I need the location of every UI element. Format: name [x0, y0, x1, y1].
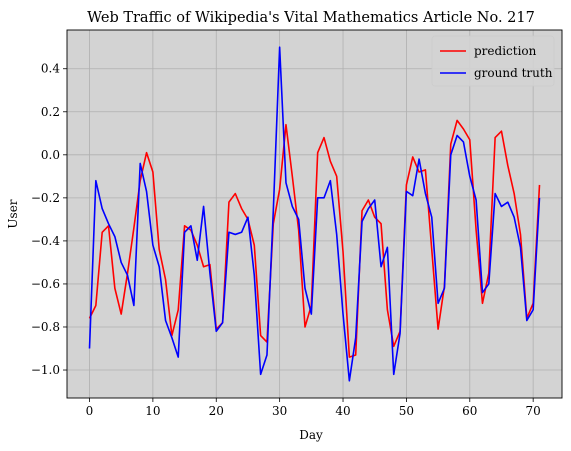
x-tick-label: 70: [526, 404, 541, 418]
y-tick-label: 0.4: [41, 62, 60, 76]
axes-frame: [66, 29, 563, 399]
x-tick-label: 60: [462, 404, 477, 418]
series-line-ground-truth: [88, 46, 541, 382]
legend: prediction ground truth: [431, 35, 555, 87]
x-tick-label: 10: [145, 404, 160, 418]
x-tick-label: 50: [399, 404, 414, 418]
legend-entry: ground truth: [474, 66, 553, 80]
x-axis-ticks: 0 10 20 30 40 50 60 70: [86, 398, 541, 418]
x-tick-label: 30: [272, 404, 287, 418]
x-tick-label: 40: [335, 404, 350, 418]
x-axis-label: Day: [299, 428, 323, 442]
y-tick-label: −0.6: [31, 277, 60, 291]
chart-title: Web Traffic of Wikipedia's Vital Mathema…: [87, 10, 535, 26]
series-line-prediction: [88, 119, 541, 358]
y-tick-label: −0.2: [31, 191, 60, 205]
y-tick-label: −0.4: [31, 234, 61, 248]
axes: [66, 29, 563, 399]
series-lines: [88, 46, 541, 382]
y-axis-label: User: [6, 199, 20, 228]
y-tick-label: −1.0: [31, 363, 60, 377]
x-tick-label: 0: [86, 404, 94, 418]
y-axis-ticks: −1.0 −0.8 −0.6 −0.4 −0.2 0.0 0.2 0.4: [31, 62, 67, 377]
x-tick-label: 20: [209, 404, 224, 418]
legend-entry: prediction: [474, 44, 537, 58]
grid: [67, 30, 562, 398]
y-tick-label: 0.0: [41, 148, 60, 162]
y-tick-label: 0.2: [41, 105, 60, 119]
y-tick-label: −0.8: [31, 320, 60, 334]
